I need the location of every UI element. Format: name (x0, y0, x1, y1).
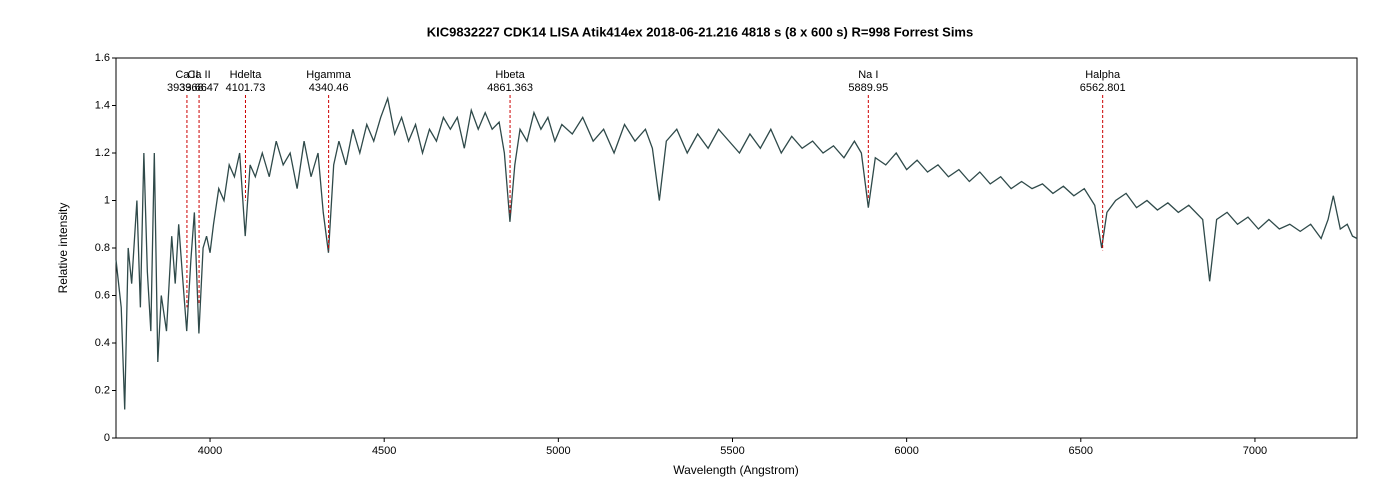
y-tick-label: 0.4 (95, 337, 110, 349)
annotation-label: Ca II (175, 69, 198, 81)
annotation-label: Hbeta (495, 69, 525, 81)
x-tick-label: 7000 (1243, 445, 1267, 457)
x-axis-title: Wavelength (Angstrom) (673, 463, 799, 477)
annotation-value: 4340.46 (309, 82, 349, 94)
y-tick-label: 1 (104, 194, 110, 206)
annotation-label: Ca II (187, 69, 210, 81)
annotation-value: 3968.47 (179, 82, 219, 94)
y-tick-label: 0.2 (95, 384, 110, 396)
y-tick-label: 0.6 (95, 289, 110, 301)
annotation-label: Hdelta (230, 69, 263, 81)
annotation-value: 5889.95 (848, 82, 888, 94)
annotation-label: Halpha (1085, 69, 1121, 81)
annotation-value: 4101.73 (226, 82, 266, 94)
annotation-label: Hgamma (306, 69, 352, 81)
chart-title: KIC9832227 CDK14 LISA Atik414ex 2018-06-… (427, 24, 973, 39)
x-tick-label: 6500 (1069, 445, 1093, 457)
y-tick-label: 1.6 (95, 52, 110, 64)
y-axis-title: Relative intensity (56, 203, 70, 294)
y-tick-label: 1.2 (95, 147, 110, 159)
x-tick-label: 5500 (720, 445, 744, 457)
x-tick-label: 5000 (546, 445, 570, 457)
annotation-label: Na I (858, 69, 878, 81)
y-tick-label: 0.8 (95, 242, 110, 254)
x-tick-label: 4500 (372, 445, 396, 457)
y-tick-label: 0 (104, 432, 110, 444)
spectrum-line (115, 95, 1358, 410)
x-tick-label: 4000 (198, 445, 222, 457)
annotation-value: 6562.801 (1080, 82, 1126, 94)
annotation-value: 3933.66 (167, 82, 207, 94)
x-tick-label: 6000 (894, 445, 918, 457)
annotation-value: 4861.363 (487, 82, 533, 94)
y-tick-label: 1.4 (95, 99, 110, 111)
